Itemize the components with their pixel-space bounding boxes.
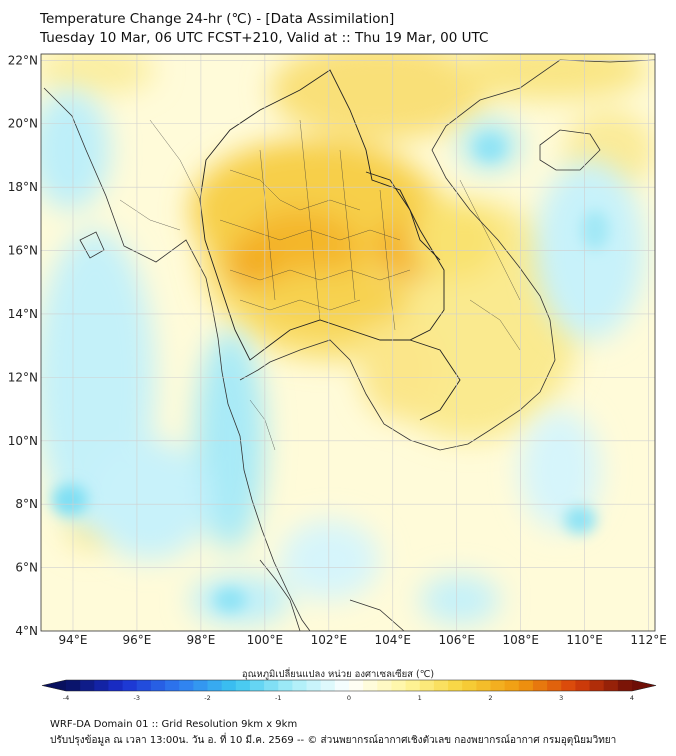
colorbar-segment [292, 680, 308, 691]
colorbar-segments [41, 679, 657, 692]
colorbar-segment [518, 680, 534, 691]
lon-tick-label: 100°E [247, 633, 284, 647]
colorbar-tick-label: -4 [63, 694, 69, 702]
colorbar-segment [179, 680, 194, 691]
colorbar-segment [193, 680, 208, 691]
map-frame [40, 53, 656, 632]
footer-credit: ปรับปรุงข้อมูล ณ เวลา 13:00น. วัน อ. ที่… [50, 735, 617, 746]
lat-tick-label: 20°N [8, 117, 38, 131]
lat-tick-label: 14°N [8, 307, 38, 321]
lon-tick-label: 104°E [375, 633, 412, 647]
colorbar-ticks: -4 -3 -2 -1 0 1 2 3 4 [63, 694, 634, 702]
colorbar-segment [306, 680, 322, 691]
lat-tick-label: 18°N [8, 180, 38, 194]
colorbar-title: อุณหภูมิเปลี่ยนแปลง หน่วย องศาเซลเซียส (… [241, 669, 435, 680]
coastlines [43, 59, 655, 631]
colorbar-segment [405, 680, 421, 691]
latitude-labels: 22°N 20°N 18°N 16°N 14°N 12°N 10°N 8°N 6°N 4°N [8, 53, 38, 638]
colorbar-segment [349, 680, 364, 691]
lon-tick-label: 102°E [311, 633, 348, 647]
lat-tick-label: 8°N [15, 497, 38, 511]
province-borders [119, 119, 521, 451]
colorbar-segment [221, 680, 237, 691]
cool-anomaly-cores [52, 136, 609, 612]
colorbar-segment [264, 680, 279, 691]
colorbar-segment [80, 680, 95, 691]
lon-tick-label: 98°E [186, 633, 215, 647]
lat-tick-label: 10°N [8, 434, 38, 448]
colorbar-segment [278, 680, 293, 691]
colorbar-segment [108, 680, 124, 691]
temperature-map: 22°N 20°N 18°N 16°N 14°N 12°N 10°N 8°N 6°N 4°N 94… [8, 53, 667, 647]
colorbar: -4 -3 -2 -1 0 1 2 3 4 [41, 679, 657, 702]
lat-tick-label: 6°N [15, 561, 38, 575]
colorbar-tick-label: -3 [134, 694, 140, 702]
colorbar-segment [207, 680, 223, 691]
colorbar-tick-label: 1 [418, 694, 422, 702]
colorbar-segment [391, 680, 407, 691]
colorbar-segment [433, 680, 449, 691]
colorbar-segment [66, 680, 81, 691]
colorbar-segment [249, 680, 265, 691]
colorbar-segment [377, 680, 392, 691]
colorbar-segment [504, 680, 520, 691]
colorbar-segment [603, 680, 619, 691]
colorbar-segment [165, 680, 180, 691]
lon-tick-label: 106°E [438, 633, 475, 647]
cool-anomaly-field [41, 90, 645, 625]
colorbar-segment [532, 680, 548, 691]
colorbar-tick-label: 0 [347, 694, 351, 702]
lon-tick-label: 112°E [630, 633, 667, 647]
colorbar-segment [94, 680, 109, 691]
warm-anomaly-field [41, 54, 655, 550]
colorbar-segment [589, 680, 605, 691]
footer-model-info: WRF-DA Domain 01 :: Grid Resolution 9km … [50, 719, 298, 730]
lon-tick-label: 96°E [123, 633, 152, 647]
colorbar-segment [419, 680, 435, 691]
colorbar-segment [136, 680, 152, 691]
lat-tick-label: 22°N [8, 53, 38, 67]
colorbar-segment [320, 680, 336, 691]
colorbar-segment [575, 680, 591, 691]
colorbar-outline [41, 679, 657, 692]
colorbar-max-arrow [632, 680, 656, 691]
lon-tick-label: 108°E [502, 633, 539, 647]
lon-tick-label: 94°E [59, 633, 88, 647]
lat-tick-label: 16°N [8, 244, 38, 258]
colorbar-segment [490, 680, 506, 691]
longitude-labels: 94°E 96°E 98°E 100°E 102°E 104°E 106°E 108°E 110… [59, 633, 667, 647]
colorbar-tick-label: 3 [559, 694, 563, 702]
colorbar-segment [334, 680, 350, 691]
colorbar-tick-label: -2 [204, 694, 210, 702]
colorbar-segment [547, 680, 562, 691]
colorbar-segment [617, 680, 633, 691]
colorbar-segment [476, 680, 491, 691]
lat-tick-label: 4°N [15, 624, 38, 638]
colorbar-segment [561, 680, 576, 691]
map-plot-area [41, 54, 655, 631]
colorbar-segment [122, 680, 138, 691]
colorbar-tick-label: -1 [275, 694, 281, 702]
lat-tick-label: 12°N [8, 370, 38, 384]
colorbar-segment [150, 680, 166, 691]
colorbar-segment [462, 680, 477, 691]
colorbar-min-arrow [42, 680, 66, 691]
country-borders [199, 69, 461, 421]
lon-tick-label: 110°E [566, 633, 603, 647]
colorbar-segment [235, 680, 251, 691]
map-title: Temperature Change 24-hr (℃) - [Data Ass… [40, 11, 395, 27]
colorbar-tick-label: 4 [630, 694, 634, 702]
colorbar-segment [448, 680, 463, 691]
colorbar-segment [363, 680, 378, 691]
colorbar-tick-label: 2 [488, 694, 492, 702]
gridlines [41, 54, 655, 631]
map-subtitle: Tuesday 10 Mar, 06 UTC FCST+210, Valid a… [40, 30, 489, 46]
